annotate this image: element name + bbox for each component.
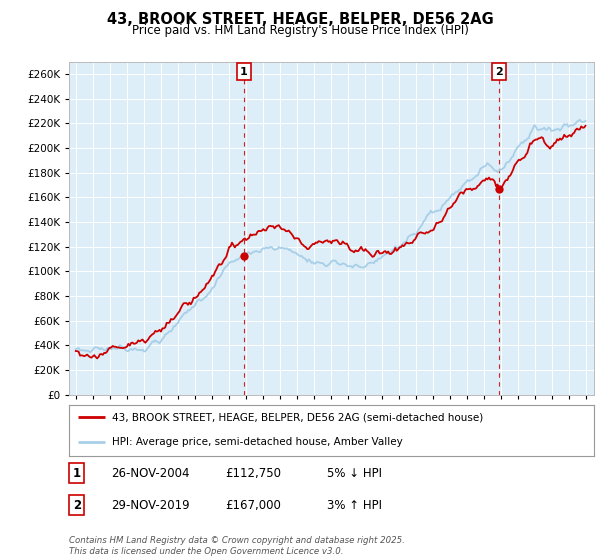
- Text: Contains HM Land Registry data © Crown copyright and database right 2025.
This d: Contains HM Land Registry data © Crown c…: [69, 536, 405, 556]
- Text: 5% ↓ HPI: 5% ↓ HPI: [327, 466, 382, 480]
- Text: 43, BROOK STREET, HEAGE, BELPER, DE56 2AG (semi-detached house): 43, BROOK STREET, HEAGE, BELPER, DE56 2A…: [112, 412, 484, 422]
- Text: 29-NOV-2019: 29-NOV-2019: [111, 498, 190, 512]
- Text: 3% ↑ HPI: 3% ↑ HPI: [327, 498, 382, 512]
- Text: 1: 1: [73, 466, 81, 480]
- Text: 1: 1: [240, 67, 248, 77]
- Text: Price paid vs. HM Land Registry's House Price Index (HPI): Price paid vs. HM Land Registry's House …: [131, 24, 469, 36]
- Text: 2: 2: [73, 498, 81, 512]
- Text: 43, BROOK STREET, HEAGE, BELPER, DE56 2AG: 43, BROOK STREET, HEAGE, BELPER, DE56 2A…: [107, 12, 493, 27]
- Text: £112,750: £112,750: [225, 466, 281, 480]
- Text: £167,000: £167,000: [225, 498, 281, 512]
- Text: HPI: Average price, semi-detached house, Amber Valley: HPI: Average price, semi-detached house,…: [112, 437, 403, 447]
- Text: 2: 2: [495, 67, 503, 77]
- Text: 26-NOV-2004: 26-NOV-2004: [111, 466, 190, 480]
